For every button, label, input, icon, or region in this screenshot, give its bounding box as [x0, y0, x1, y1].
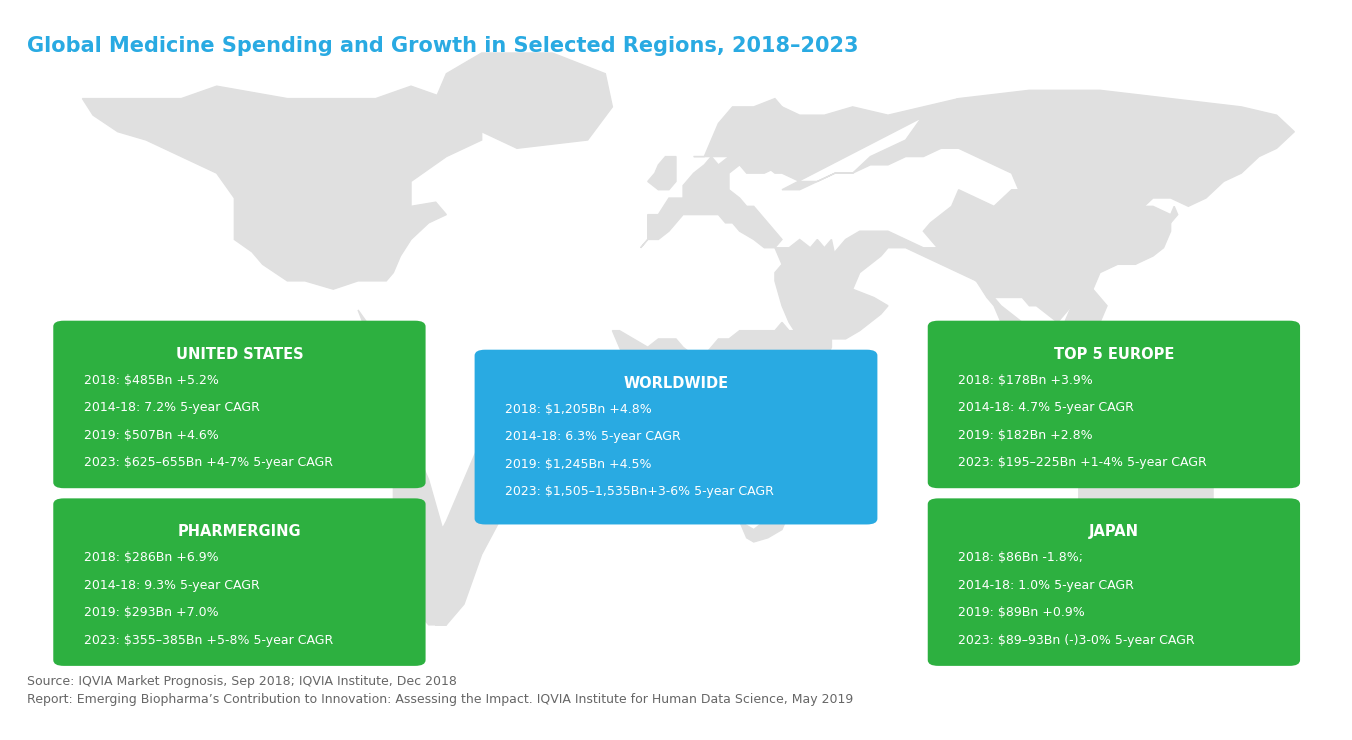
Polygon shape: [1029, 331, 1136, 430]
Text: 2018: $86Bn -1.8%;: 2018: $86Bn -1.8%;: [959, 551, 1083, 565]
FancyBboxPatch shape: [53, 498, 426, 666]
Polygon shape: [358, 310, 411, 364]
Text: 2014-18: 4.7% 5-year CAGR: 2014-18: 4.7% 5-year CAGR: [959, 401, 1134, 414]
Polygon shape: [82, 86, 481, 289]
FancyBboxPatch shape: [927, 320, 1301, 488]
Text: Source: IQVIA Market Prognosis, Sep 2018; IQVIA Institute, Dec 2018
Report: Emer: Source: IQVIA Market Prognosis, Sep 2018…: [27, 675, 853, 705]
Text: 2019: $507Bn +4.6%: 2019: $507Bn +4.6%: [84, 428, 219, 442]
FancyBboxPatch shape: [475, 350, 877, 525]
Text: 2019: $89Bn +0.9%: 2019: $89Bn +0.9%: [959, 606, 1084, 619]
Polygon shape: [831, 231, 1107, 388]
Polygon shape: [648, 157, 676, 189]
Text: 2018: $286Bn +6.9%: 2018: $286Bn +6.9%: [84, 551, 219, 565]
Text: 2018: $485Bn +5.2%: 2018: $485Bn +5.2%: [84, 374, 219, 386]
Polygon shape: [1136, 206, 1178, 264]
Text: 2019: $1,245Bn +4.5%: 2019: $1,245Bn +4.5%: [506, 458, 652, 471]
Polygon shape: [1270, 542, 1298, 588]
Text: 2014-18: 9.3% 5-year CAGR: 2014-18: 9.3% 5-year CAGR: [84, 579, 260, 592]
Text: 2018: $178Bn +3.9%: 2018: $178Bn +3.9%: [959, 374, 1092, 386]
Text: 2023: $1,505–1,535Bn+3-6% 5-year CAGR: 2023: $1,505–1,535Bn+3-6% 5-year CAGR: [506, 485, 773, 498]
Text: WORLDWIDE: WORLDWIDE: [623, 376, 729, 391]
Polygon shape: [775, 240, 888, 347]
Polygon shape: [641, 107, 781, 248]
Text: TOP 5 EUROPE: TOP 5 EUROPE: [1053, 347, 1174, 362]
Text: Global Medicine Spending and Growth in Selected Regions, 2018–2023: Global Medicine Spending and Growth in S…: [27, 36, 859, 56]
Text: 2019: $182Bn +2.8%: 2019: $182Bn +2.8%: [959, 428, 1092, 442]
FancyBboxPatch shape: [927, 498, 1301, 666]
Text: 2019: $293Bn +7.0%: 2019: $293Bn +7.0%: [84, 606, 219, 619]
Text: UNITED STATES: UNITED STATES: [176, 347, 303, 362]
Text: 2014-18: 7.2% 5-year CAGR: 2014-18: 7.2% 5-year CAGR: [84, 401, 260, 414]
Text: 2023: $355–385Bn +5-8% 5-year CAGR: 2023: $355–385Bn +5-8% 5-year CAGR: [84, 634, 333, 647]
Text: PHARMERGING: PHARMERGING: [177, 525, 301, 539]
Polygon shape: [612, 306, 831, 417]
Text: 2014-18: 6.3% 5-year CAGR: 2014-18: 6.3% 5-year CAGR: [506, 430, 681, 443]
Polygon shape: [393, 355, 553, 625]
Polygon shape: [729, 90, 1294, 223]
Text: 2023: $195–225Bn +1-4% 5-year CAGR: 2023: $195–225Bn +1-4% 5-year CAGR: [959, 457, 1207, 469]
Text: 2023: $625–655Bn +4-7% 5-year CAGR: 2023: $625–655Bn +4-7% 5-year CAGR: [84, 457, 333, 469]
Polygon shape: [435, 53, 612, 148]
FancyBboxPatch shape: [53, 320, 426, 488]
Polygon shape: [740, 513, 790, 542]
Polygon shape: [694, 98, 781, 157]
Polygon shape: [1079, 447, 1213, 554]
Polygon shape: [831, 455, 853, 505]
Polygon shape: [923, 189, 1171, 323]
Text: JAPAN: JAPAN: [1088, 525, 1138, 539]
Text: 2018: $1,205Bn +4.8%: 2018: $1,205Bn +4.8%: [506, 403, 652, 416]
Text: 2014-18: 1.0% 5-year CAGR: 2014-18: 1.0% 5-year CAGR: [959, 579, 1134, 592]
Text: 2023: $89–93Bn (-)3-0% 5-year CAGR: 2023: $89–93Bn (-)3-0% 5-year CAGR: [959, 634, 1195, 647]
